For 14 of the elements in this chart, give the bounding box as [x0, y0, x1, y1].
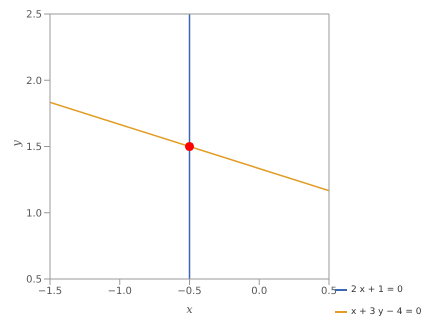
y-tick-label: 2.5	[26, 10, 42, 21]
x-tick-label: 0.0	[251, 286, 268, 298]
x-tick-label: −1.5	[38, 286, 62, 298]
x-tick-label: −0.5	[177, 286, 202, 298]
y-axis-title: y	[10, 140, 23, 148]
y-tick-label: 2.0	[26, 76, 42, 87]
x-tick-label: −1.0	[108, 286, 132, 298]
legend-label: 2 x + 1 = 0	[351, 285, 403, 295]
y-tick-label: 1.0	[26, 208, 42, 220]
legend-label: x + 3 y − 4 = 0	[351, 307, 422, 317]
x-axis-title: x	[186, 303, 194, 316]
y-tick-label: 0.5	[26, 274, 42, 286]
x-tick-label: 0.5	[321, 286, 337, 298]
y-tick-label: 1.5	[26, 142, 42, 154]
